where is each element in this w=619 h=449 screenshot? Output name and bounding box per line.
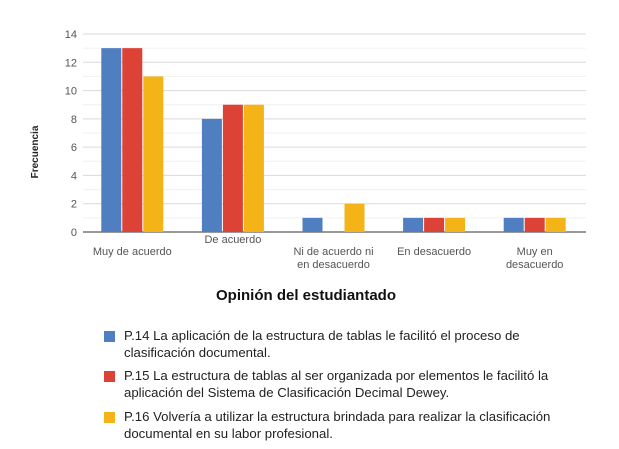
bar (143, 76, 164, 232)
x-tick-label: desacuerdo (506, 259, 564, 271)
x-axis-title: Opinión del estudiantado (216, 287, 396, 304)
bar (503, 217, 524, 232)
bar (545, 217, 566, 232)
y-tick-label: 12 (65, 57, 77, 69)
legend-swatch (104, 371, 115, 382)
x-tick-label: en desacuerdo (297, 259, 370, 271)
legend-label: P.16 Volvería a utilizar la estructura b… (124, 409, 551, 441)
bar (101, 48, 122, 233)
bar (344, 203, 365, 232)
bar (122, 48, 143, 233)
y-tick-label: 8 (71, 114, 77, 126)
bar (424, 217, 445, 232)
y-axis-title: Frecuencia (30, 125, 41, 178)
legend-item: P.16 Volvería a utilizar la estructura b… (104, 409, 550, 442)
legend-item: P.15 La estructura de tablas al ser orga… (104, 368, 548, 401)
x-tick-label: Muy de acuerdo (93, 246, 172, 258)
legend-label: P.14 La aplicación de la estructura de t… (124, 328, 520, 360)
bar (403, 217, 424, 232)
y-tick-label: 14 (65, 29, 77, 41)
y-tick-label: 2 (71, 199, 77, 211)
y-tick-label: 6 (71, 142, 77, 154)
y-tick-label: 4 (71, 170, 77, 182)
x-tick-label: En desacuerdo (397, 246, 471, 258)
bar (201, 118, 222, 232)
legend-swatch (104, 412, 115, 423)
bar (222, 104, 243, 232)
y-tick-label: 0 (71, 227, 77, 239)
y-tick-label: 10 (65, 86, 77, 98)
legend-label: P.15 La estructura de tablas al ser orga… (124, 368, 549, 400)
x-tick-label: Ni de acuerdo ni (293, 246, 373, 258)
bar (445, 217, 466, 232)
x-tick-label: Muy en (517, 246, 553, 258)
bar (524, 217, 545, 232)
bar (243, 104, 264, 232)
x-tick-label: De acuerdo (204, 234, 261, 246)
legend-item: P.14 La aplicación de la estructura de t… (104, 328, 520, 361)
bar (302, 217, 323, 232)
legend-swatch (104, 331, 115, 342)
